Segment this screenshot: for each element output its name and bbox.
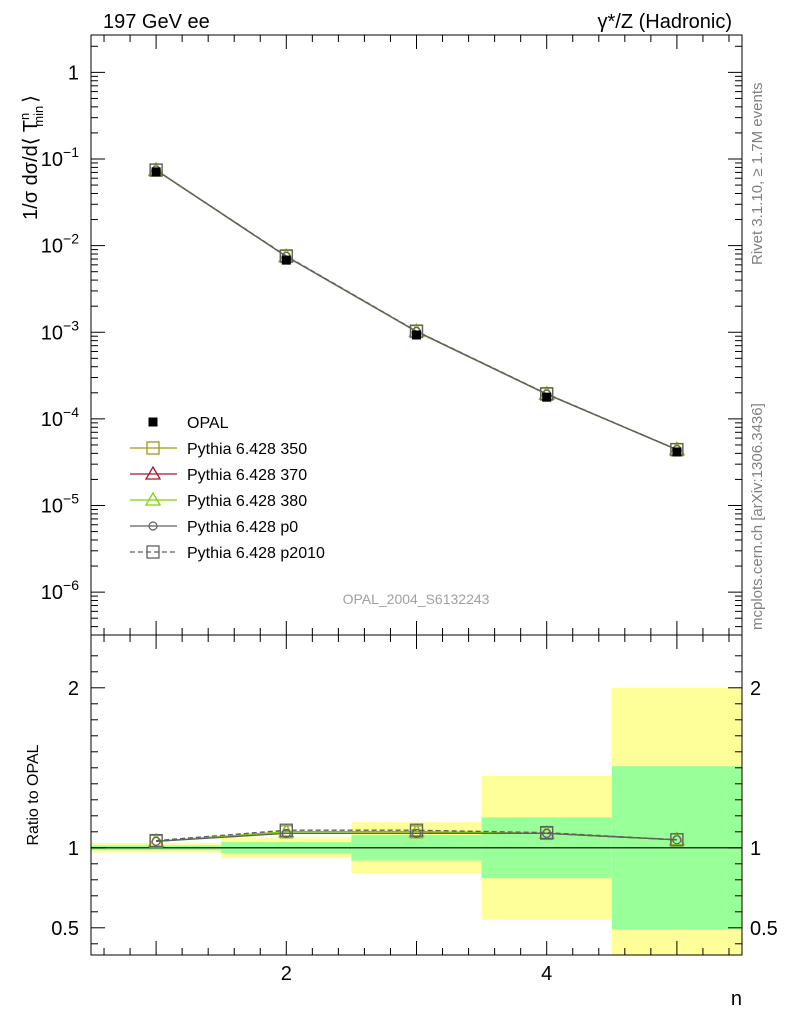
data-point (151, 167, 161, 177)
ratio-y-tick-label: 2 (68, 678, 79, 700)
main-series-layer (147, 161, 686, 457)
ratio-bands (91, 687, 742, 955)
watermark: OPAL_2004_S6132243 (343, 591, 490, 607)
main-series-line (155, 169, 678, 451)
ratio-series-marker (409, 823, 424, 837)
header-left: 197 GeV ee (103, 11, 210, 33)
main-series-line (155, 169, 678, 451)
ratio-y-tick-label-right: 2 (750, 678, 761, 700)
ratio-panel: 0.5 0.5 1 1 2 2 2 4 Ratio to OPAL n (25, 634, 778, 1010)
ratio-y-tick-label: 1 (68, 838, 79, 860)
main-y-tick-label: 10−1 (41, 144, 79, 171)
side-text-top: Rivet 3.1.10, ≥ 1.7M events (749, 83, 766, 266)
main-y-tick-label: 10−3 (41, 317, 79, 344)
legend-label: Pythia 6.428 p0 (187, 519, 298, 536)
main-series-line (155, 169, 678, 451)
main-y-tick-label: 10−2 (41, 231, 79, 258)
x-tick-label: 2 (281, 963, 292, 985)
legend-label: Pythia 6.428 p2010 (187, 545, 325, 562)
legend-marker (144, 465, 162, 480)
ratio-y-tick-label: 0.5 (51, 918, 79, 940)
legend-marker (146, 441, 160, 455)
legend-label: Pythia 6.428 370 (187, 467, 307, 484)
main-series-line (155, 169, 678, 451)
data-point (672, 447, 682, 457)
main-y-tick-label: 10−5 (41, 491, 79, 518)
ratio-series-marker (151, 836, 161, 847)
main-series-line (155, 169, 678, 451)
main-panel: 1 10−1 10−2 10−3 10−4 10−5 10−6 OPAL_2004_S613… (17, 34, 743, 636)
legend-label: OPAL (187, 415, 229, 432)
ratio-y-axis-label: Ratio to OPAL (25, 744, 42, 845)
ratio-y-tick-label-right: 0.5 (750, 918, 778, 940)
main-ticks: 1 10−1 10−2 10−3 10−4 10−5 10−6 (41, 35, 742, 635)
data-point (542, 392, 552, 402)
ratio-series-marker (670, 833, 684, 847)
main-y-tick-label: 10−4 (41, 404, 79, 431)
ratio-series-marker (411, 828, 422, 839)
ratio-series-line (156, 829, 677, 842)
main-y-axis-label: 1/σ dσ/d⟨ Tnmin⟩ (17, 95, 46, 220)
legend-marker (148, 521, 158, 531)
main-y-tick-label: 1 (68, 62, 79, 84)
ratio-series-marker (672, 835, 682, 845)
header-right: γ*/Z (Hadronic) (598, 11, 732, 33)
ratio-series-marker (279, 823, 293, 837)
legend-label: Pythia 6.428 350 (187, 441, 307, 458)
data-point (281, 255, 291, 265)
ratio-ticks: 0.5 0.5 1 1 2 2 2 4 (51, 635, 778, 985)
x-tick-label: 4 (541, 963, 552, 985)
main-y-tick-label: 10−6 (41, 577, 79, 604)
legend-label: Pythia 6.428 380 (187, 493, 307, 510)
legend: OPAL Pythia 6.428 350 Pythia 6.428 370 Pyth… (130, 415, 325, 562)
side-text-bottom: mcplots.cern.ch [arXiv:1306.3436] (749, 403, 766, 630)
legend-marker (146, 545, 160, 559)
ratio-y-tick-label-right: 1 (750, 838, 761, 860)
main-data-layer (151, 167, 682, 457)
legend-marker (148, 417, 158, 427)
x-axis-label: n (731, 988, 742, 1010)
ratio-series-marker (540, 825, 554, 840)
ratio-series-layer (147, 823, 686, 849)
ratio-series-marker (281, 828, 291, 839)
legend-marker (144, 491, 162, 506)
data-point (412, 330, 421, 340)
ratio-series-marker (149, 833, 163, 848)
